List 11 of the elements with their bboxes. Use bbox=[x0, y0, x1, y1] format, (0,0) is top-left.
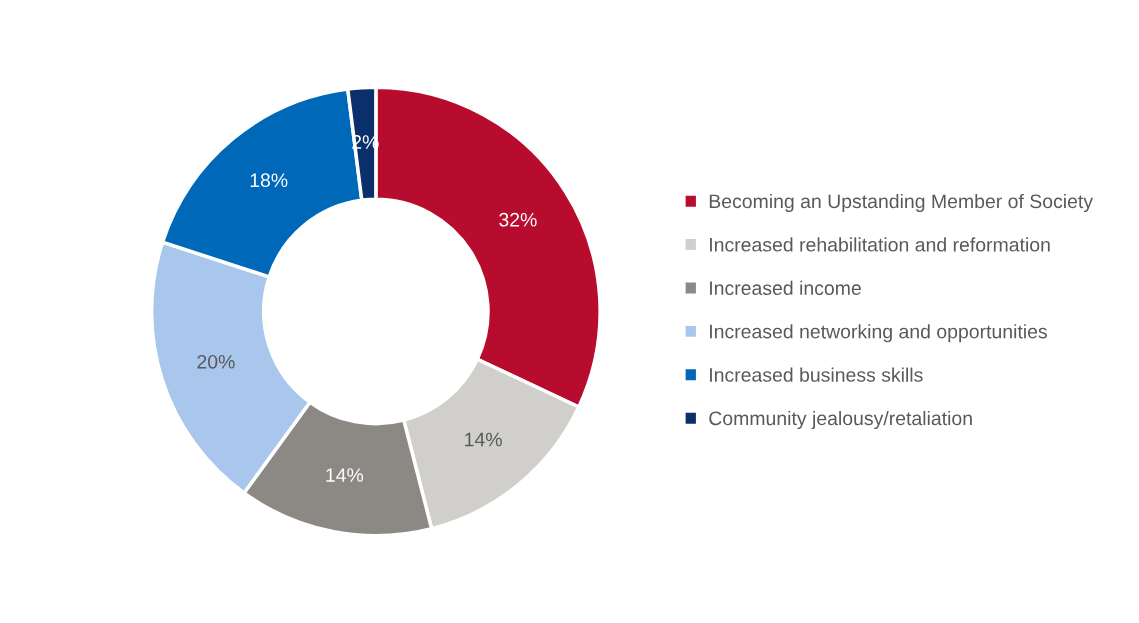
data-label: 14% bbox=[326, 468, 364, 482]
legend-label: Increased rehabilitation and reformation bbox=[710, 237, 1050, 252]
data-label: 14% bbox=[465, 432, 502, 447]
legend-label: Becoming an Upstanding Member of Society bbox=[709, 193, 1093, 213]
data-label: 20% bbox=[197, 354, 235, 369]
legend-label: Increased income bbox=[710, 280, 861, 296]
legend-label: Increased business skills bbox=[710, 367, 923, 382]
data-label: 18% bbox=[250, 173, 288, 188]
data-label: 32% bbox=[499, 212, 537, 227]
legend-label: Community jealousy/retaliation bbox=[709, 410, 972, 430]
legend-label: Increased networking and opportunities bbox=[710, 324, 1047, 343]
